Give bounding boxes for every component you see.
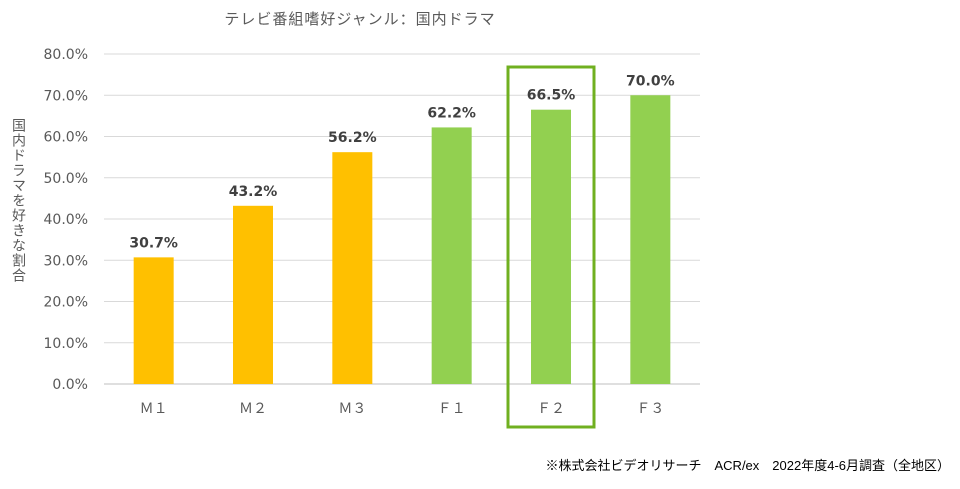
- data-label: 70.0%: [626, 73, 675, 89]
- x-tick-label: Ｍ２: [239, 401, 267, 417]
- y-tick-label: 30.0%: [44, 253, 88, 269]
- bar: [531, 109, 571, 384]
- y-tick-label: 10.0%: [44, 336, 88, 352]
- x-tick-label: Ｆ２: [537, 401, 565, 417]
- bar: [133, 257, 174, 384]
- y-tick-label: 80.0%: [44, 47, 88, 63]
- data-label: 30.7%: [129, 235, 178, 251]
- data-label: 62.2%: [427, 105, 476, 121]
- data-label: 56.2%: [328, 130, 377, 146]
- y-axis-label: 国内ドラマを好きな割合: [10, 118, 26, 283]
- y-tick-label: 20.0%: [44, 295, 88, 311]
- y-tick-label: 40.0%: [44, 212, 88, 228]
- data-label: 66.5%: [527, 88, 576, 104]
- x-tick-label: Ｍ３: [338, 401, 366, 417]
- data-label: 43.2%: [229, 184, 278, 200]
- bar: [233, 205, 273, 384]
- x-tick-label: Ｆ３: [636, 401, 664, 417]
- source-footnote: ※株式会社ビデオリサーチ ACR/ex 2022年度4-6月調査（全地区）: [545, 458, 951, 473]
- bar: [630, 95, 671, 384]
- y-tick-label: 70.0%: [44, 88, 88, 104]
- x-tick-label: Ｍ１: [140, 401, 168, 417]
- chart-title: テレビ番組嗜好ジャンル：国内ドラマ: [224, 10, 496, 28]
- y-tick-label: 60.0%: [44, 130, 88, 146]
- bar: [332, 152, 373, 384]
- highlight-box: [506, 65, 596, 429]
- bar: [431, 127, 472, 385]
- x-tick-label: Ｆ１: [438, 401, 466, 417]
- y-tick-label: 0.0%: [52, 377, 88, 393]
- y-tick-label: 50.0%: [44, 171, 88, 187]
